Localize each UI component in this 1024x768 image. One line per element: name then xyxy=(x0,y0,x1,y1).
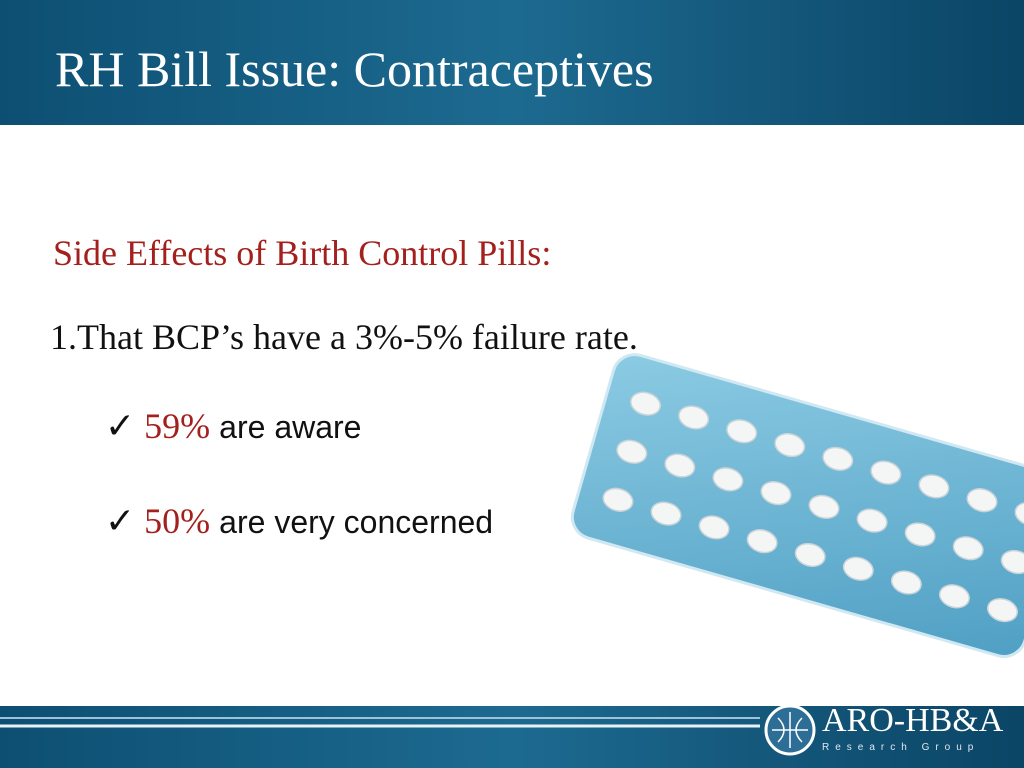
logo-name: ARO-HB&A xyxy=(822,702,1004,739)
check: ✓ xyxy=(105,501,136,541)
pill xyxy=(726,419,758,444)
bullet: ✓ 59% are aware xyxy=(105,405,361,447)
pill xyxy=(822,446,854,471)
pill xyxy=(650,501,682,526)
pill xyxy=(602,487,634,512)
pill-pack xyxy=(570,353,1024,658)
bullet: ✓ 50% are very concerned xyxy=(105,500,493,542)
subtitle: Side Effects of Birth Control Pills: xyxy=(53,233,552,273)
pill xyxy=(712,467,744,492)
percent: 50% xyxy=(144,501,211,541)
pill xyxy=(698,515,730,540)
pill xyxy=(1014,501,1024,527)
pill xyxy=(678,405,710,430)
logo-globe xyxy=(772,712,808,748)
bullet-text: are very concerned xyxy=(219,504,494,540)
pill xyxy=(918,474,950,499)
pill xyxy=(616,439,648,464)
pill xyxy=(987,597,1018,623)
pill xyxy=(952,536,984,561)
pill xyxy=(746,529,778,554)
logo-tagline: Research Group xyxy=(822,742,980,753)
pill xyxy=(774,432,806,458)
pill xyxy=(938,584,970,609)
pill xyxy=(870,460,902,485)
pill xyxy=(664,453,696,478)
pill xyxy=(890,570,922,595)
pill xyxy=(808,494,840,519)
list-item: 1.That BCP’s have a 3%-5% failure rate. xyxy=(50,317,638,357)
footer-bar xyxy=(0,706,1024,768)
slide-title: RH Bill Issue: Contraceptives xyxy=(55,41,654,97)
pill xyxy=(630,391,662,416)
pill xyxy=(856,508,888,533)
pill xyxy=(842,556,874,581)
percent: 59% xyxy=(144,406,211,446)
pill xyxy=(904,522,936,547)
header-bar xyxy=(0,0,1024,125)
check: ✓ xyxy=(105,406,136,446)
bullet-text: are aware xyxy=(219,409,362,445)
pill xyxy=(966,488,998,513)
pill xyxy=(760,481,792,506)
pill xyxy=(794,542,826,568)
